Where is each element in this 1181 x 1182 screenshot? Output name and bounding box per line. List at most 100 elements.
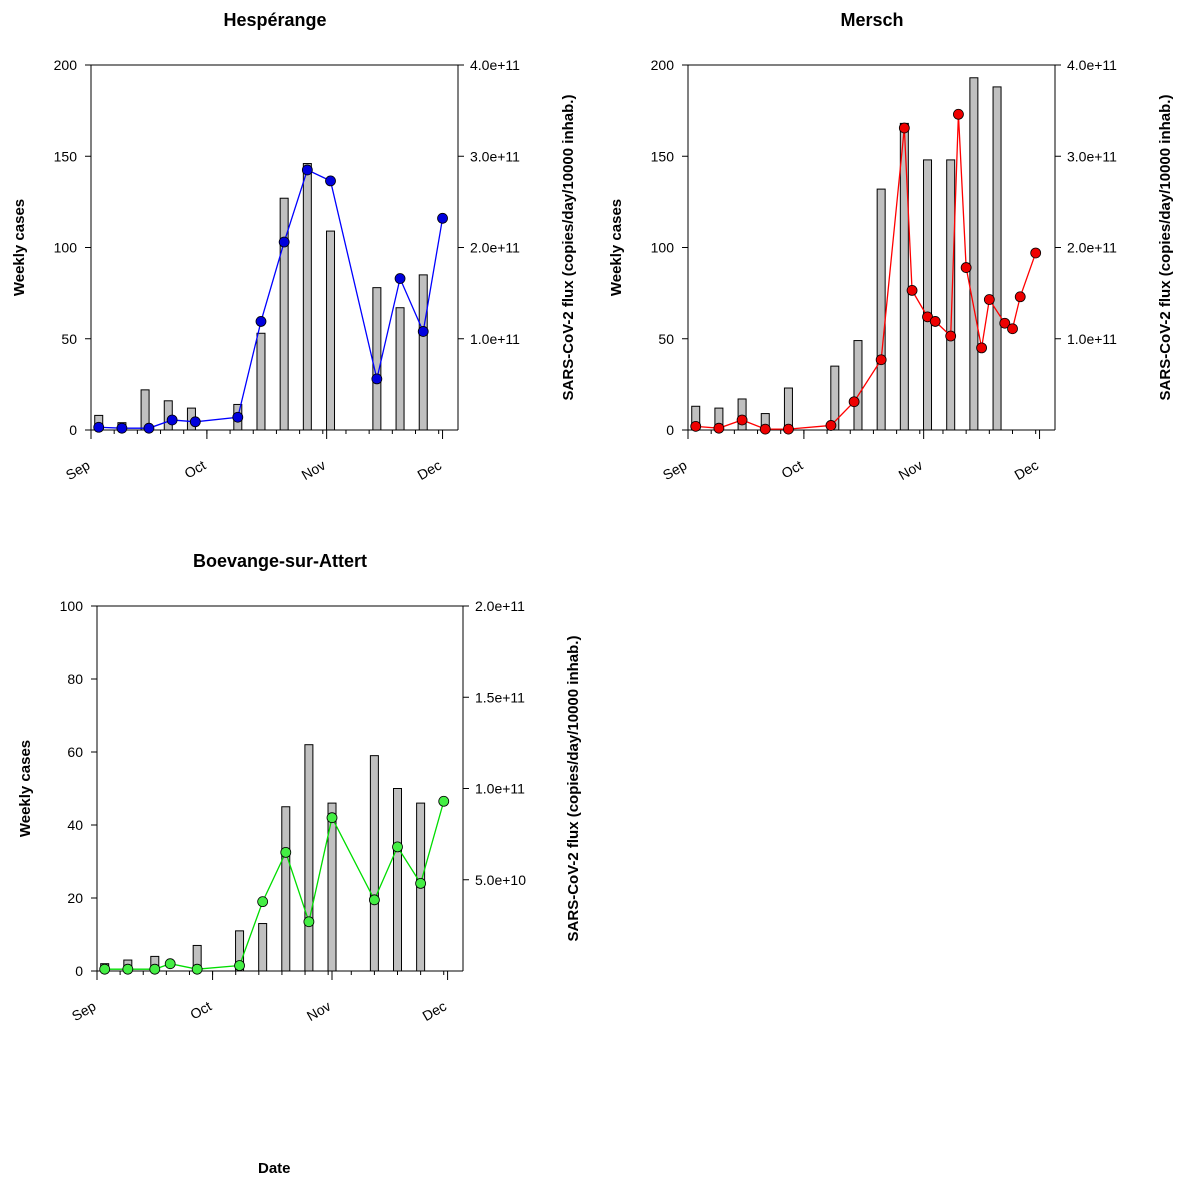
series-line-flux: [104, 801, 445, 970]
point-flux: [303, 916, 315, 928]
y-tick-label: 50: [61, 331, 77, 347]
chart-panel-3: Boevange-sur-Attert 0 20 40 60 80 100 5.0e+10 1.…: [17, 551, 582, 1024]
point-flux: [438, 795, 450, 807]
series-line-flux: [695, 114, 1037, 430]
bar-weekly-cases: [281, 806, 291, 972]
y2-axis-title: SARS-CoV-2 flux (copies/day/10000 inhab.…: [1157, 95, 1174, 401]
point-flux: [301, 164, 313, 176]
point-flux: [736, 414, 748, 426]
point-flux: [326, 812, 338, 824]
point-flux: [116, 422, 128, 434]
y-tick-label: 150: [54, 148, 78, 164]
bar-weekly-cases: [393, 788, 403, 972]
x-tick-label: Sep: [69, 998, 99, 1024]
chart-panel-1: Hespérange 0 50 100 150 200 1.0e+11 2.0e+11 3.0e…: [11, 10, 577, 483]
x-tick-label: Dec: [1011, 457, 1041, 483]
y2-tick-label: 2.0e+11: [1067, 240, 1117, 256]
bar-weekly-cases: [418, 274, 428, 431]
chart-title: Hespérange: [223, 10, 326, 30]
point-flux: [1014, 291, 1026, 303]
y2-tick-label: 4.0e+11: [470, 57, 520, 73]
y-axis-title: Weekly cases: [608, 199, 625, 296]
x-tick-label: Oct: [182, 457, 209, 482]
x-tick-label: Dec: [420, 998, 450, 1024]
chart-title: Boevange-sur-Attert: [193, 551, 367, 571]
bar-weekly-cases: [327, 802, 337, 972]
point-flux: [906, 284, 918, 296]
y-tick-label: 200: [54, 57, 78, 73]
x-tick-label: Sep: [63, 457, 93, 483]
y2-tick-label: 1.0e+11: [475, 781, 525, 797]
point-flux: [392, 841, 403, 853]
y2-axis-title: SARS-CoV-2 flux (copies/day/10000 inhab.…: [560, 95, 577, 401]
point-flux: [713, 422, 725, 434]
bar-weekly-cases: [737, 398, 747, 431]
y2-tick-label: 1.0e+11: [470, 331, 520, 347]
bar-weekly-cases: [258, 923, 268, 972]
y-tick-label: 100: [651, 240, 675, 256]
y2-tick-label: 2.0e+11: [475, 598, 525, 614]
bar-weekly-cases: [992, 86, 1002, 431]
point-flux: [191, 963, 203, 975]
y-tick-label: 0: [69, 422, 77, 438]
bar-weekly-cases: [830, 365, 840, 431]
y2-tick-label: 1.0e+11: [1067, 331, 1117, 347]
bar-weekly-cases: [853, 340, 863, 431]
y2-tick-label: 5.0e+10: [475, 872, 526, 888]
point-flux: [898, 122, 910, 134]
x-tick-label: Oct: [187, 998, 214, 1023]
y-tick-label: 50: [658, 331, 674, 347]
point-flux: [368, 894, 380, 906]
bar-weekly-cases: [279, 197, 289, 431]
x-tick-label: Nov: [299, 457, 329, 483]
bar-weekly-cases: [946, 159, 956, 431]
bar-weekly-cases: [235, 930, 245, 972]
point-flux: [232, 411, 244, 423]
point-flux: [976, 342, 987, 354]
y-tick-label: 20: [67, 890, 83, 906]
point-flux: [257, 896, 269, 908]
point-flux: [415, 878, 427, 889]
x-tick-label: Sep: [660, 457, 690, 483]
point-flux: [983, 294, 995, 305]
point-flux: [99, 963, 111, 975]
y-tick-label: 60: [67, 744, 83, 760]
y-tick-label: 100: [60, 598, 84, 614]
y2-tick-label: 3.0e+11: [1067, 148, 1117, 164]
point-flux: [960, 262, 972, 273]
x-tick-label: Oct: [779, 457, 806, 482]
bar-weekly-cases: [256, 332, 266, 431]
bar-weekly-cases: [969, 77, 979, 431]
y-tick-label: 0: [666, 422, 674, 438]
y-tick-label: 100: [54, 240, 78, 256]
point-flux: [325, 175, 336, 187]
point-flux: [953, 108, 964, 120]
point-flux: [690, 420, 702, 432]
point-flux: [122, 963, 134, 975]
chart-title: Mersch: [840, 10, 903, 30]
point-flux: [437, 212, 448, 224]
bar-weekly-cases: [923, 159, 933, 431]
point-flux: [875, 354, 887, 366]
y2-tick-label: 1.5e+11: [475, 689, 525, 705]
y2-tick-label: 4.0e+11: [1067, 57, 1117, 73]
chart-panel-2: Mersch 0 50 100 150 200 1.0e+11 2.0e+11 3.0e+11 4…: [608, 10, 1174, 483]
point-flux: [189, 416, 201, 428]
x-axis-title-date: Date: [258, 1160, 291, 1177]
y2-tick-label: 3.0e+11: [470, 148, 520, 164]
y-tick-label: 40: [67, 817, 83, 833]
point-flux: [371, 373, 383, 385]
point-flux: [417, 326, 429, 337]
point-flux: [1030, 247, 1042, 259]
point-flux: [234, 960, 245, 971]
point-flux: [394, 273, 406, 284]
point-flux: [945, 330, 957, 342]
x-tick-label: Nov: [304, 998, 334, 1024]
point-flux: [93, 421, 105, 433]
y-axis-title: Weekly cases: [11, 199, 28, 296]
bar-weekly-cases: [304, 744, 314, 972]
point-flux: [783, 423, 794, 435]
point-flux: [164, 958, 176, 970]
point-flux: [848, 396, 860, 408]
